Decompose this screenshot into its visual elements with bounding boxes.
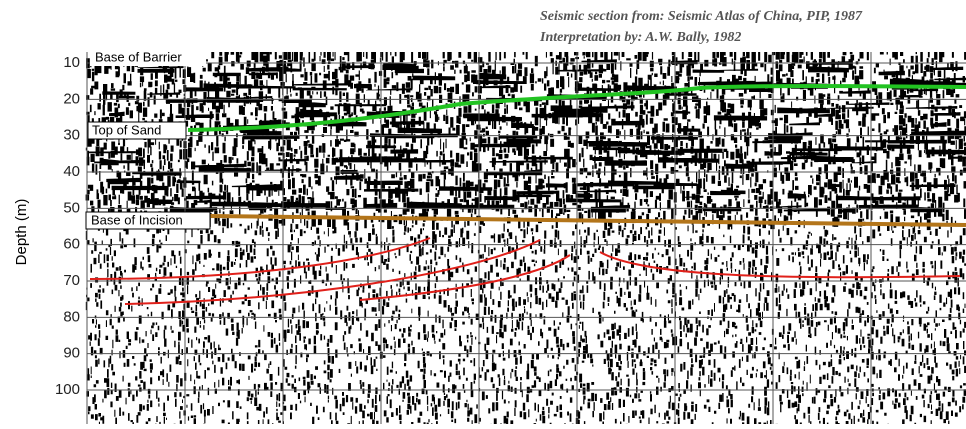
seismic-texture: [85, 52, 966, 429]
tick-label: 30: [63, 127, 80, 144]
horizon-label: Top of Sand: [92, 122, 161, 137]
horizon-line: [209, 214, 966, 227]
label-box: [87, 121, 187, 140]
tick-label: 50: [63, 199, 80, 216]
horizon-label: Base of Incision: [91, 212, 183, 227]
label-box: [90, 52, 206, 66]
label-box: [85, 211, 211, 230]
horizon-line: [187, 84, 966, 132]
header-line: Seismic section from: Seismic Atlas of C…: [540, 9, 863, 24]
axis-label: Depth (m): [13, 199, 30, 266]
tick-label: 40: [63, 163, 80, 180]
seismic-traces: [85, 52, 966, 429]
tick-label: 100: [55, 381, 80, 398]
tick-label: 10: [63, 54, 80, 71]
tick-label: 90: [63, 345, 80, 362]
tick-label: 20: [63, 90, 80, 107]
header-line: Interpretation by: A.W. Bally, 1982: [539, 30, 741, 45]
grid: [86, 52, 966, 424]
fault-lines: [89, 237, 961, 305]
horizon-label: Base of Barrier: [95, 49, 182, 64]
ticks: 10 20 30 40 50 60 70 80 90 100: [55, 54, 80, 398]
tick-label: 80: [63, 308, 80, 325]
tick-label: 70: [63, 272, 80, 289]
tick-label: 60: [63, 236, 80, 253]
